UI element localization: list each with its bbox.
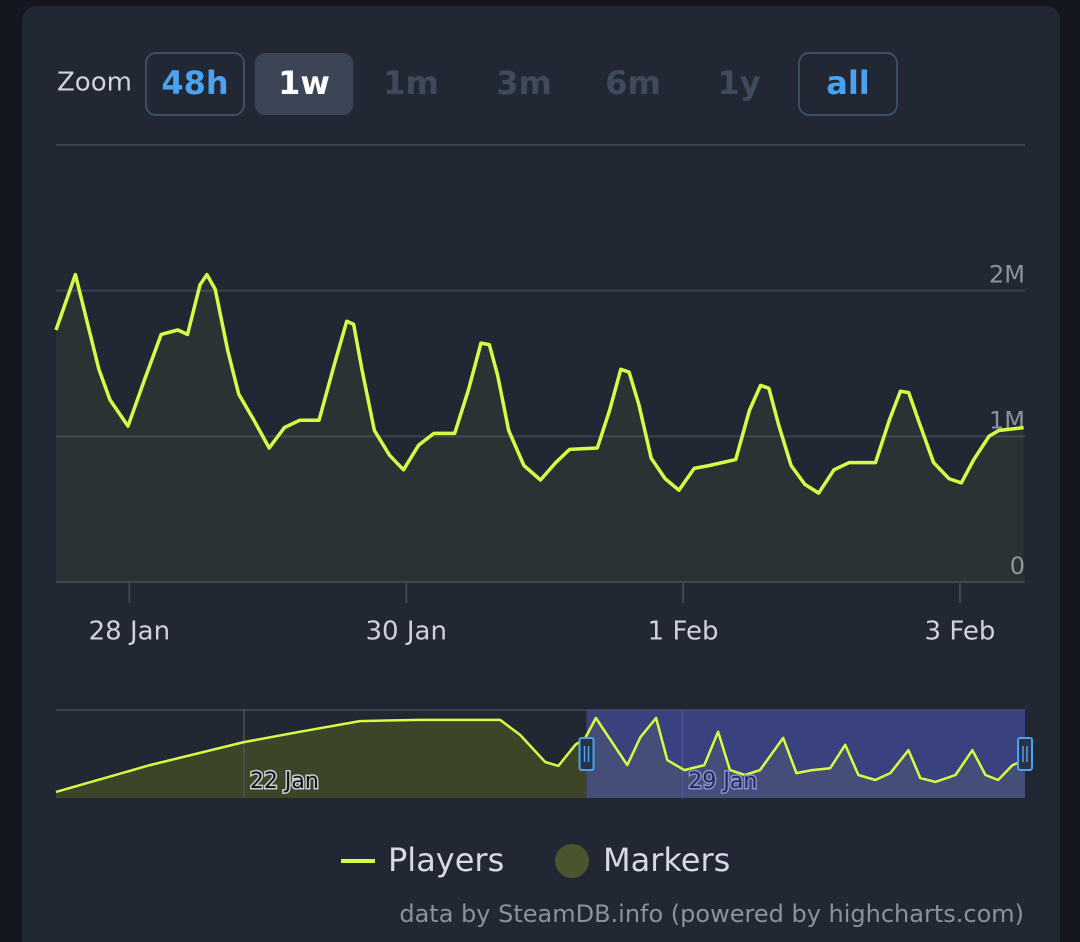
line-series bbox=[54, 272, 1024, 495]
zoom-button[interactable]: 6m bbox=[605, 64, 661, 102]
navigator-handle[interactable] bbox=[1017, 737, 1033, 771]
zoom-button[interactable]: 48h bbox=[161, 64, 228, 102]
zoom-button[interactable]: 3m bbox=[496, 64, 552, 102]
zoom-button-frame bbox=[255, 53, 353, 115]
panel bbox=[22, 6, 1060, 942]
line-series bbox=[55, 716, 1026, 794]
zoom-button[interactable]: 1y bbox=[717, 64, 760, 102]
legend-symbol bbox=[555, 844, 589, 878]
navigator: 22 Jan 29 Jan bbox=[55, 709, 1033, 798]
zoom-button[interactable]: 1m bbox=[383, 64, 439, 102]
y-tick-label: 0 bbox=[1010, 552, 1025, 580]
zoom-button-frame bbox=[798, 52, 898, 116]
zoom-button-frame bbox=[145, 52, 245, 116]
x-tick-label: 22 Jan bbox=[250, 769, 319, 794]
area-fill bbox=[56, 274, 1024, 582]
x-tick-label: 3 Feb bbox=[925, 617, 996, 647]
zoom-label: Zoom bbox=[57, 68, 132, 98]
legend-entry[interactable]: Players bbox=[388, 841, 504, 879]
x-tick-label: 28 Jan bbox=[89, 617, 170, 647]
navigator-selection[interactable] bbox=[586, 710, 1025, 798]
x-tick-label: 29 Jan bbox=[688, 769, 757, 794]
x-tick-label: 30 Jan bbox=[366, 617, 447, 647]
legend-entry[interactable]: Markers bbox=[603, 841, 730, 879]
zoom-button[interactable]: all bbox=[826, 64, 870, 102]
credits[interactable]: data by SteamDB.info (powered by highcha… bbox=[399, 900, 1024, 928]
x-tick-label: 1 Feb bbox=[648, 617, 719, 647]
zoom-button[interactable]: 1w bbox=[278, 64, 330, 102]
navigator-handle[interactable] bbox=[578, 737, 595, 771]
y-tick-label: 2M bbox=[989, 261, 1025, 289]
zoom-buttons: 48h 1w 1m 3m 6m 1y all bbox=[145, 52, 898, 116]
